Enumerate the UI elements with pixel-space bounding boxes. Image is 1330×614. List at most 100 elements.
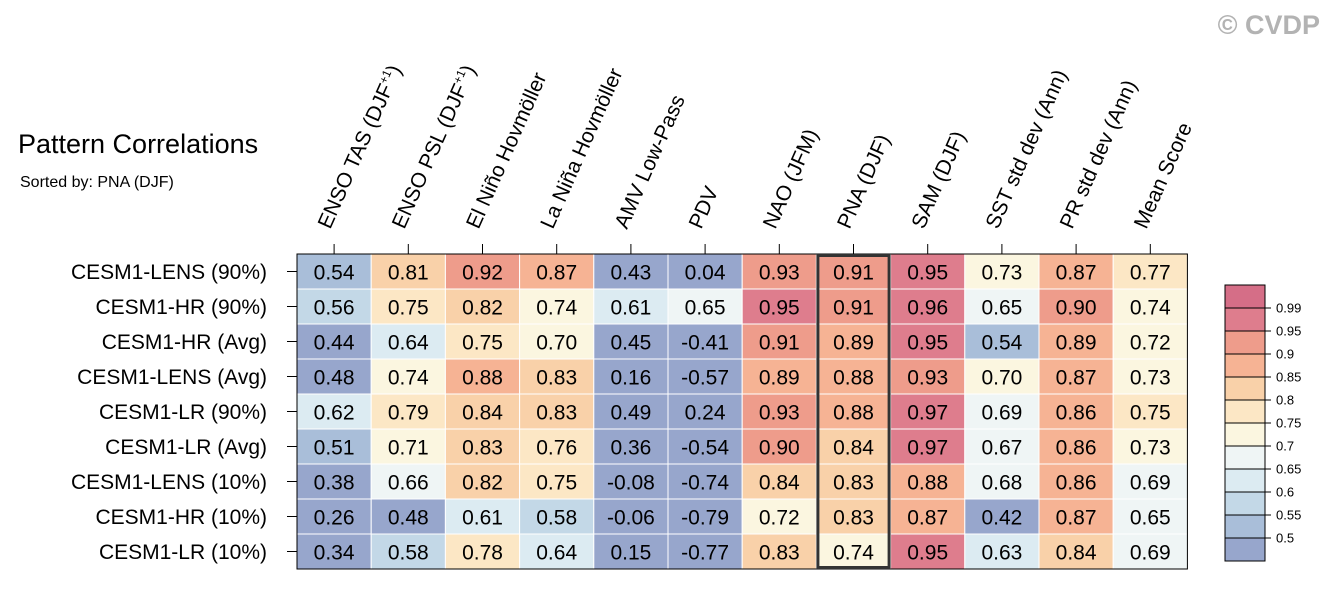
heatmap-cell: [667, 358, 743, 395]
cell-value: 0.75: [388, 297, 429, 320]
row-label: CESM1-LR (10%): [99, 541, 267, 564]
heatmap-cell: [964, 358, 1040, 395]
column-label: PNA (DJF): [833, 131, 895, 232]
heatmap-cell: [1038, 463, 1114, 500]
heatmap-cell: [296, 253, 372, 290]
colorbar-swatch: [1224, 491, 1266, 516]
heatmap-cell: [519, 428, 595, 465]
column-label: Mean Score: [1130, 119, 1197, 232]
colorbar-tick-label: 0.95: [1276, 324, 1301, 339]
cell-value: 0.92: [462, 262, 503, 285]
cell-value: 0.64: [536, 542, 577, 565]
cell-value: 0.58: [388, 542, 429, 565]
heatmap-cell: [370, 253, 446, 290]
row-label: CESM1-HR (10%): [95, 506, 267, 529]
cell-value: 0.84: [833, 437, 874, 460]
cell-value: 0.63: [981, 542, 1022, 565]
heatmap-cell: [444, 463, 521, 500]
cell-value: 0.88: [833, 402, 874, 425]
cell-value: 0.38: [314, 472, 355, 495]
row-label: CESM1-LENS (Avg): [77, 366, 267, 389]
cell-value: 0.84: [462, 402, 503, 425]
heatmap-cell: [444, 393, 521, 430]
colorbar-tick-label: 0.5: [1276, 531, 1294, 546]
cell-value: 0.78: [462, 542, 503, 565]
cell-value: 0.75: [1130, 402, 1171, 425]
colorbar-swatch: [1224, 422, 1266, 447]
cell-value: 0.83: [536, 402, 577, 425]
cell-value: 0.93: [907, 367, 948, 390]
heatmap-cell: [1112, 463, 1188, 500]
cell-value: 0.97: [907, 437, 948, 460]
chart-title: Pattern Correlations: [18, 129, 258, 159]
cell-value: 0.51: [314, 437, 355, 460]
heatmap-cell: [741, 428, 817, 465]
column-label: La Niña Hovmöller: [536, 65, 627, 232]
heatmap-cell: [815, 428, 892, 465]
cell-value: 0.75: [462, 332, 503, 355]
column-label: ENSO TAS (DJF+1): [313, 61, 407, 232]
colorbar-tick-label: 0.8: [1276, 393, 1294, 408]
cell-value: 0.42: [981, 507, 1022, 530]
column-label: El Niño Hovmöller: [462, 69, 551, 232]
colorbar-tick-label: 0.75: [1276, 416, 1301, 431]
cell-value: 0.61: [462, 507, 503, 530]
column-label: NAO (JFM): [759, 126, 823, 232]
heatmap-cell: [890, 288, 966, 325]
heatmap-cell: [444, 533, 521, 570]
cell-value: 0.83: [833, 507, 874, 530]
cell-value: 0.72: [1130, 332, 1171, 355]
row-label: CESM1-LENS (10%): [71, 471, 267, 494]
colorbar-swatch: [1224, 468, 1266, 493]
cell-value: 0.64: [388, 332, 429, 355]
cell-value: 0.73: [1130, 437, 1171, 460]
colorbar-tick-label: 0.6: [1276, 485, 1294, 500]
cell-value: 0.75: [536, 472, 577, 495]
colorbar-swatch: [1224, 399, 1266, 424]
heatmap-cell: [667, 288, 743, 325]
cell-value: 0.91: [833, 297, 874, 320]
cell-value: 0.54: [981, 332, 1022, 355]
colorbar-swatch: [1224, 353, 1266, 378]
cell-value: 0.43: [610, 262, 651, 285]
colorbar-tick-label: 0.55: [1276, 508, 1301, 523]
cell-value: 0.15: [610, 542, 651, 565]
heatmap-cell: [667, 253, 743, 290]
heatmap-cell: [890, 533, 966, 570]
row-label: CESM1-LR (Avg): [105, 436, 267, 459]
cell-value: 0.83: [759, 542, 800, 565]
cell-value: 0.84: [759, 472, 800, 495]
heatmap-cell: [444, 323, 521, 360]
cell-value: -0.74: [681, 472, 729, 495]
cell-value: 0.87: [1056, 367, 1097, 390]
column-labels: ENSO TAS (DJF+1)ENSO PSL (DJF+1)El Niño …: [313, 61, 1197, 254]
column-label: AMV Low-Pass: [610, 92, 689, 232]
cell-value: 0.95: [907, 332, 948, 355]
cell-value: 0.95: [907, 542, 948, 565]
cell-value: 0.91: [833, 262, 874, 285]
cell-value: 0.77: [1130, 262, 1171, 285]
row-label: CESM1-HR (Avg): [102, 331, 267, 354]
heatmap-cell: [444, 358, 521, 395]
colorbar-swatch: [1224, 307, 1266, 332]
cell-value: 0.48: [388, 507, 429, 530]
heatmap-cell: [1112, 253, 1188, 290]
cell-value: 0.56: [314, 297, 355, 320]
heatmap-cell: [370, 533, 446, 570]
heatmap-cell: [667, 463, 743, 500]
heatmap-cell: [519, 533, 595, 570]
cell-value: 0.86: [1056, 437, 1097, 460]
heatmap-cell: [296, 428, 372, 465]
heatmap-cell: [296, 358, 372, 395]
column-label: PR std dev (Ann): [1056, 77, 1142, 232]
heatmap-cell: [519, 323, 595, 360]
cell-value: 0.73: [981, 262, 1022, 285]
cell-value: 0.87: [1056, 262, 1097, 285]
colorbar-swatch: [1224, 445, 1266, 470]
heatmap-cell: [1112, 323, 1188, 360]
heatmap-cell: [964, 288, 1040, 325]
heatmap-cell: [370, 393, 446, 430]
heatmap-cell: [296, 463, 372, 500]
heatmap-cell: [593, 393, 669, 430]
cell-value: 0.45: [610, 332, 651, 355]
